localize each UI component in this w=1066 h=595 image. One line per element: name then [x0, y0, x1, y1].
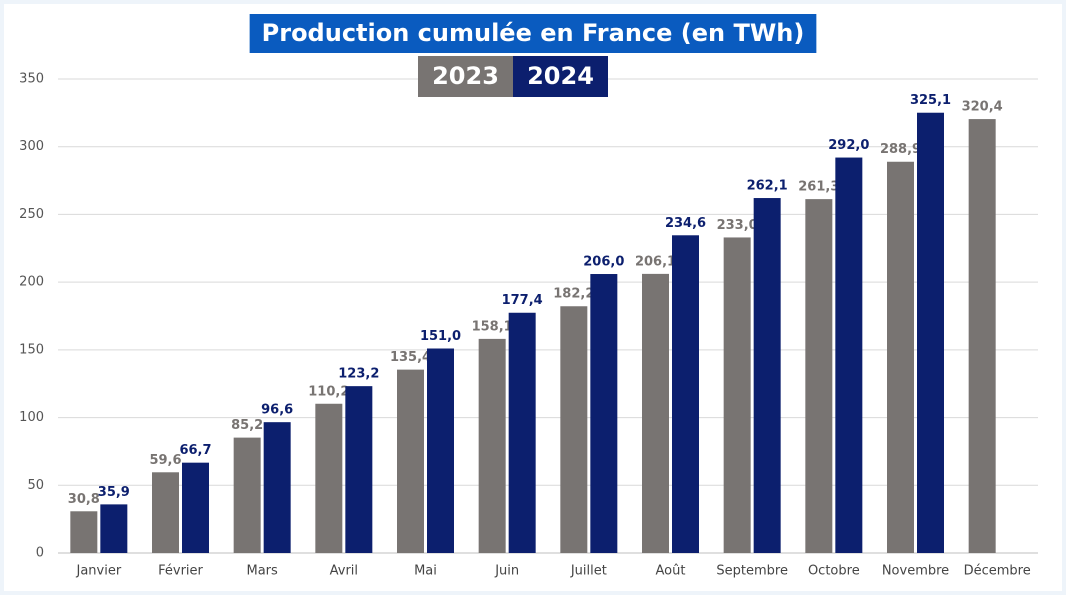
data-label: 261,3 — [798, 180, 839, 195]
x-tick-label: Octobre — [808, 564, 860, 579]
data-label: 233,0 — [717, 218, 758, 233]
y-tick-label: 350 — [19, 72, 44, 87]
x-tick-label: Juillet — [570, 564, 607, 579]
title-box — [249, 14, 817, 53]
x-tick-label: Novembre — [882, 564, 949, 579]
bar — [968, 119, 996, 554]
y-tick-label: 150 — [19, 342, 44, 357]
x-tick-label: Janvier — [75, 564, 121, 579]
data-label: 292,0 — [828, 138, 869, 153]
x-tick-label: Mars — [247, 564, 279, 579]
data-label: 66,7 — [179, 443, 211, 458]
y-tick-label: 200 — [19, 275, 44, 290]
legend-label: 2023 — [432, 62, 499, 90]
data-label: 151,0 — [420, 329, 461, 344]
legend-swatch — [513, 56, 608, 97]
data-label: 182,2 — [553, 287, 594, 302]
bar — [152, 472, 179, 553]
legend-label: 2024 — [527, 62, 594, 90]
bar — [345, 386, 373, 553]
x-tick-label: Août — [656, 564, 686, 579]
bar — [263, 422, 291, 553]
bar — [315, 403, 343, 553]
bar — [753, 198, 781, 553]
data-label: 262,1 — [747, 179, 788, 194]
bar — [397, 369, 424, 553]
data-label: 158,1 — [472, 319, 513, 334]
y-tick-label: 50 — [27, 478, 44, 493]
bar — [887, 161, 914, 553]
bar — [182, 462, 209, 553]
bar — [642, 273, 669, 553]
data-label: 234,6 — [665, 216, 706, 231]
bar — [917, 112, 944, 554]
bar — [508, 312, 536, 553]
x-tick-label: Avril — [330, 564, 358, 579]
data-label: 85,2 — [231, 418, 263, 433]
bar — [70, 511, 98, 553]
y-tick-label: 250 — [19, 207, 44, 222]
bar — [427, 348, 454, 553]
x-tick-label: Décembre — [964, 564, 1031, 579]
data-label: 206,1 — [635, 254, 676, 269]
data-label: 123,2 — [338, 367, 379, 382]
x-tick-label: Mai — [414, 564, 437, 579]
legend-swatch — [418, 56, 513, 97]
data-label: 30,8 — [68, 492, 100, 507]
y-tick-label: 0 — [36, 546, 44, 561]
bar — [478, 338, 506, 553]
chart-title: Production cumulée en France (en TWh) — [262, 19, 805, 47]
data-label: 59,6 — [149, 453, 181, 468]
x-tick-label: Juin — [494, 564, 519, 579]
bar — [805, 199, 833, 554]
bar — [835, 157, 863, 553]
data-label: 110,2 — [308, 384, 349, 399]
data-label: 177,4 — [502, 293, 543, 308]
data-label: 206,0 — [583, 255, 624, 270]
data-label: 96,6 — [261, 403, 293, 418]
data-label: 35,9 — [98, 485, 130, 500]
bar — [672, 235, 699, 553]
data-label: 288,9 — [880, 142, 921, 157]
data-label: 320,4 — [962, 100, 1003, 115]
bar — [100, 504, 128, 553]
data-label: 325,1 — [910, 93, 951, 108]
bar — [723, 237, 751, 554]
x-tick-label: Février — [158, 564, 203, 579]
x-tick-label: Septembre — [716, 564, 788, 579]
bar — [590, 274, 618, 553]
y-tick-label: 300 — [19, 139, 44, 154]
data-label: 135,4 — [390, 350, 431, 365]
bar — [560, 306, 588, 553]
y-tick-label: 100 — [19, 410, 44, 425]
bar — [233, 437, 261, 553]
